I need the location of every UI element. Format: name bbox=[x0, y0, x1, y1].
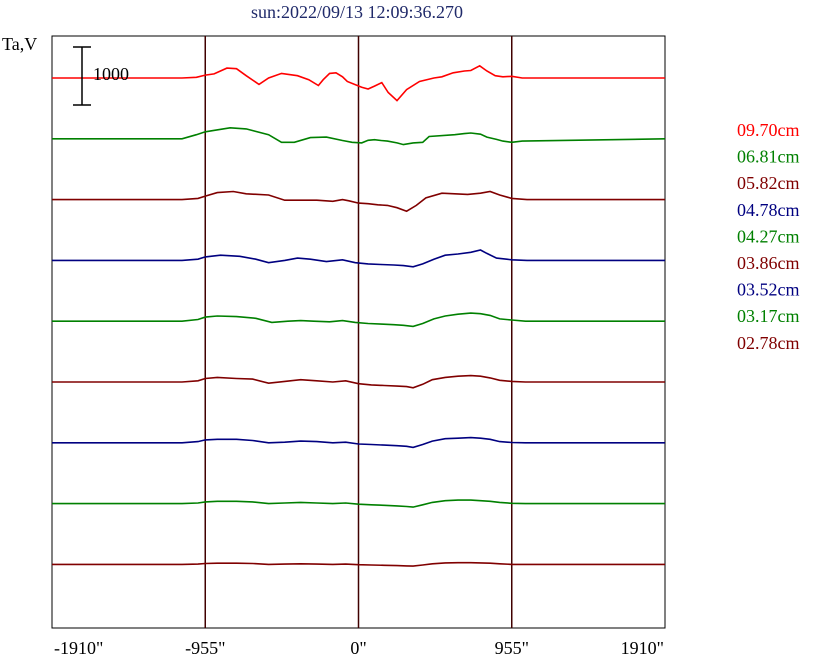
legend-entry-05.82cm: 05.82cm bbox=[737, 173, 800, 193]
series-lines bbox=[52, 64, 666, 567]
legend-entry-03.86cm: 03.86cm bbox=[737, 253, 800, 273]
series-line-06.81cm bbox=[52, 126, 666, 146]
series-line-04.78cm bbox=[52, 249, 665, 268]
scale-bar-label: 1000 bbox=[93, 64, 129, 84]
x-tick-label: -1910" bbox=[54, 638, 103, 658]
y-axis-label: Ta,V bbox=[2, 34, 37, 54]
series-line-03.52cm bbox=[52, 436, 665, 449]
series-line-04.27cm bbox=[52, 312, 665, 328]
legend-entry-06.81cm: 06.81cm bbox=[737, 147, 800, 167]
chart-title: sun:2022/09/13 12:09:36.270 bbox=[251, 2, 463, 22]
legend-entry-09.70cm: 09.70cm bbox=[737, 120, 800, 140]
series-line-05.82cm bbox=[52, 190, 665, 213]
x-tick-label: 1910" bbox=[621, 638, 664, 658]
series-line-09.70cm bbox=[52, 64, 665, 102]
legend-entry-04.78cm: 04.78cm bbox=[737, 200, 800, 220]
scale-bar: 1000 bbox=[73, 46, 129, 106]
legend: 09.70cm 06.81cm 05.82cm 04.78cm 04.27cm 03.86… bbox=[737, 120, 800, 353]
x-axis-ticks: -1910" -955" 0" 955" 1910" bbox=[54, 638, 664, 658]
legend-entry-03.52cm: 03.52cm bbox=[737, 280, 800, 300]
x-tick-label: 955" bbox=[495, 638, 529, 658]
x-tick-label: 0" bbox=[350, 638, 366, 658]
legend-entry-04.27cm: 04.27cm bbox=[737, 226, 800, 246]
vertical-markers bbox=[204, 36, 513, 628]
legend-entry-02.78cm: 02.78cm bbox=[737, 333, 800, 353]
series-line-03.86cm bbox=[52, 374, 665, 389]
x-tick-label: -955" bbox=[185, 638, 225, 658]
series-line-02.78cm bbox=[52, 561, 665, 567]
legend-entry-03.17cm: 03.17cm bbox=[737, 306, 800, 326]
series-line-03.17cm bbox=[52, 499, 665, 508]
